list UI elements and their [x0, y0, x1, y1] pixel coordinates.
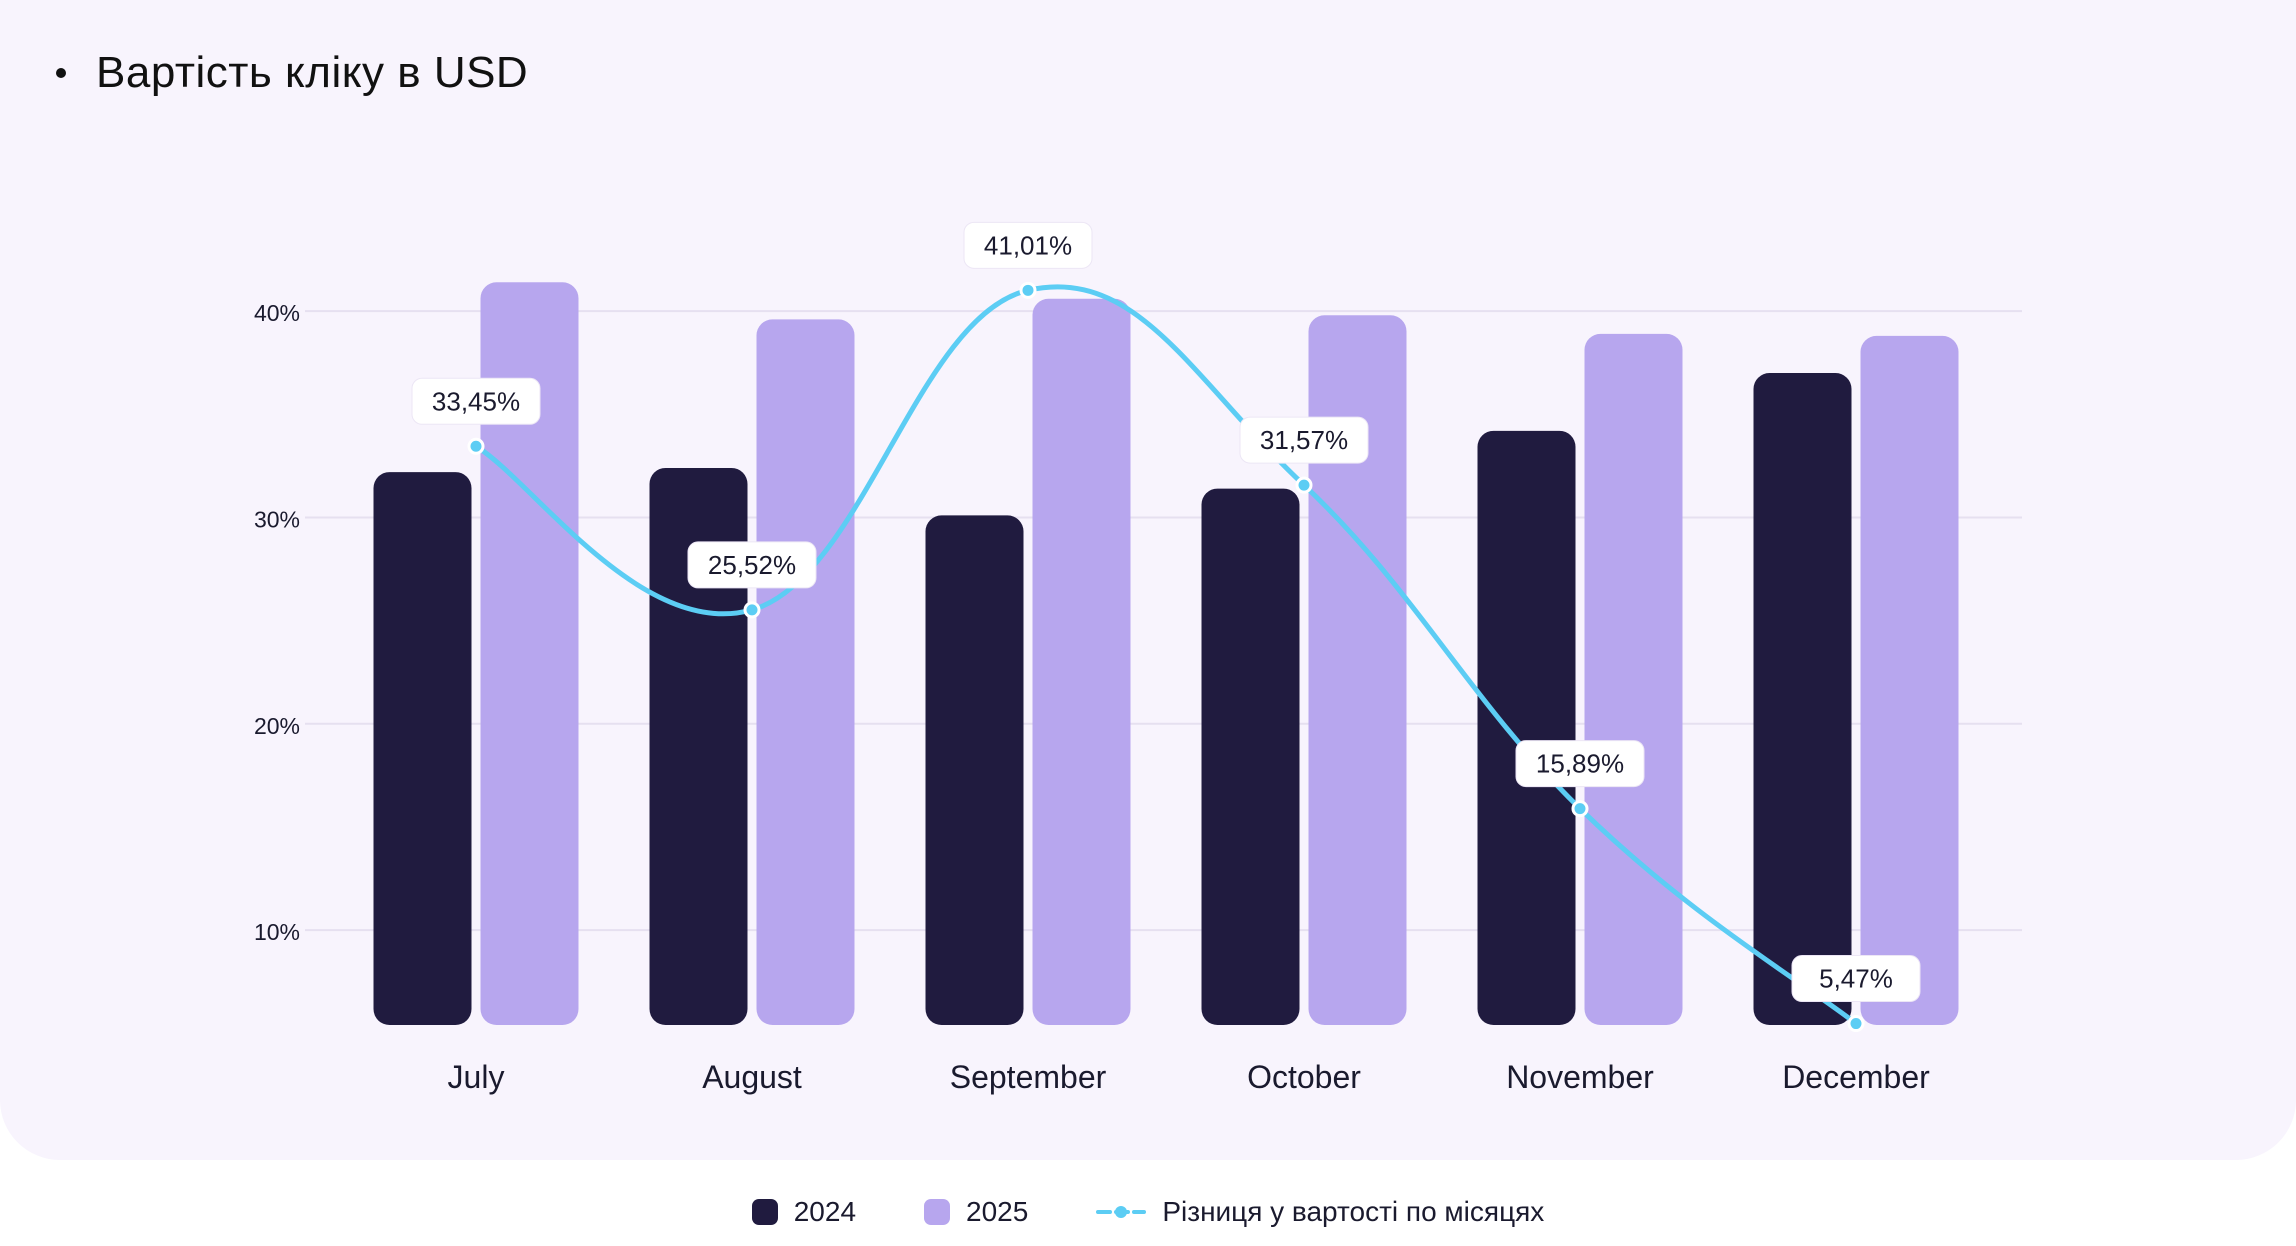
legend-label-2024: 2024 — [793, 1196, 857, 1227]
chart-title: Вартість кліку в USD — [96, 48, 529, 97]
difference-label-text: 33,45% — [432, 386, 520, 416]
bar-2025-october — [1308, 315, 1407, 1025]
ytick-label-10: 10% — [254, 919, 300, 945]
difference-label-september: 41,01% — [963, 221, 1093, 269]
legend-swatch-2024 — [751, 1199, 778, 1225]
legend-line-icon — [1096, 1206, 1147, 1218]
xtick-label-december: December — [1782, 1059, 1930, 1095]
difference-label-text: 25,52% — [708, 550, 796, 580]
difference-label-box — [1239, 416, 1369, 464]
bar-2025-september — [1032, 298, 1131, 1025]
bar-2024-july — [373, 472, 472, 1025]
difference-point-august — [743, 601, 761, 619]
difference-label-november: 15,89% — [1515, 740, 1645, 788]
difference-label-text: 5,47% — [1819, 964, 1893, 994]
ytick-label-20: 20% — [254, 713, 300, 739]
difference-label-text: 41,01% — [984, 230, 1072, 260]
difference-label-box — [963, 221, 1093, 269]
bar-2024-august — [649, 467, 748, 1025]
bar-2025-august — [756, 319, 855, 1026]
legend-item-difference: Різниця у вартості по місяцях — [1096, 1196, 1544, 1228]
ytick-label-30: 30% — [254, 506, 300, 532]
xtick-label-september: September — [950, 1059, 1107, 1095]
difference-point-november — [1571, 800, 1589, 818]
chart-title-block: Вартість кліку в USD — [56, 48, 528, 98]
difference-label-december: 5,47% — [1791, 955, 1921, 1003]
legend-item-2024: 2024 — [751, 1196, 857, 1228]
difference-label-box — [687, 541, 817, 589]
difference-label-box — [411, 377, 541, 425]
legend-label-difference: Різниця у вартості по місяцях — [1162, 1196, 1545, 1227]
chart-plot: 10% 20% 30% 40% July August September October No… — [254, 221, 2022, 1095]
difference-label-october: 31,57% — [1239, 416, 1369, 464]
difference-label-text: 31,57% — [1260, 425, 1348, 455]
difference-label-box — [1515, 740, 1645, 788]
legend: 2024 2025 Різниця у вартості по місяцях — [0, 1196, 2296, 1228]
difference-label-august: 25,52% — [687, 541, 817, 589]
xtick-label-august: August — [702, 1059, 802, 1095]
difference-point-december — [1847, 1015, 1865, 1033]
bar-2024-october — [1201, 488, 1300, 1026]
difference-line — [473, 284, 1859, 1027]
xtick-label-october: October — [1247, 1059, 1361, 1095]
bar-2025-december — [1860, 335, 1959, 1025]
bar-2024-november — [1477, 430, 1576, 1025]
difference-label-text: 15,89% — [1536, 749, 1624, 779]
difference-label-july: 33,45% — [411, 377, 541, 425]
difference-label-box — [1791, 955, 1921, 1003]
legend-swatch-2025 — [924, 1199, 951, 1225]
difference-point-july — [467, 437, 485, 455]
bar-2024-december — [1753, 373, 1852, 1025]
legend-item-2025: 2025 — [924, 1196, 1028, 1228]
bar-2025-november — [1584, 333, 1683, 1025]
legend-label-2025: 2025 — [966, 1196, 1029, 1227]
bar-2024-september — [925, 515, 1024, 1025]
difference-point-october — [1295, 476, 1313, 494]
difference-point-september — [1019, 281, 1037, 299]
xtick-label-november: November — [1506, 1059, 1654, 1095]
ytick-label-40: 40% — [254, 300, 300, 326]
xtick-label-july: July — [448, 1059, 505, 1095]
bullet-icon — [56, 68, 66, 78]
